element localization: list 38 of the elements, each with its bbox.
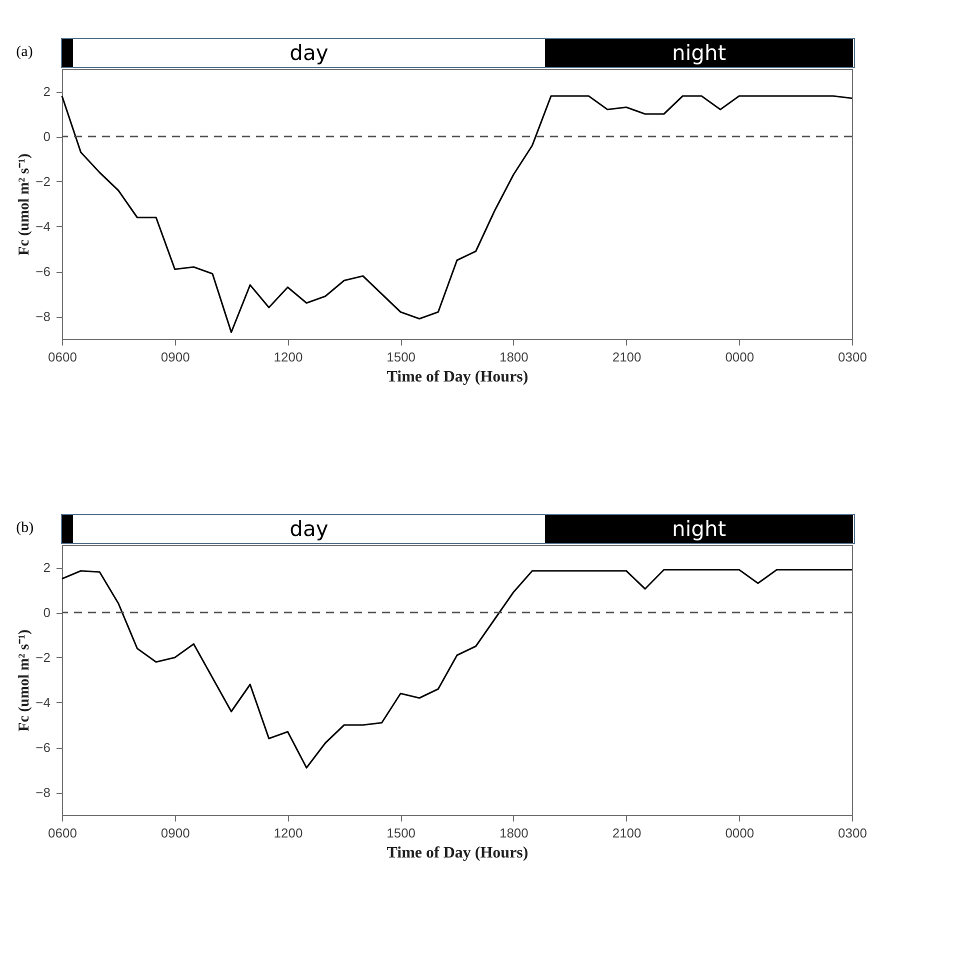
- x-tick-label: 0300: [838, 826, 867, 840]
- x-tick-label: 0000: [725, 826, 754, 840]
- y-tick-label: −6: [36, 740, 50, 755]
- y-tick-label: −4: [36, 219, 50, 234]
- y-tick-label: 0: [43, 129, 50, 144]
- x-axis-title: Time of Day (Hours): [386, 844, 528, 862]
- x-tick-label: 2100: [612, 826, 642, 840]
- y-tick-label: 2: [43, 84, 50, 99]
- y-tick-label: −2: [36, 174, 50, 189]
- x-tick-label: 0300: [838, 350, 867, 364]
- y-tick-label: 0: [43, 605, 50, 620]
- line-series: [61, 95, 853, 334]
- day-night-strip: day night: [60, 38, 854, 68]
- y-axis-title: Fc (umol m² s⁻¹): [16, 154, 33, 256]
- x-tick-label: 1500: [386, 350, 416, 364]
- x-tick-label: 0000: [725, 350, 754, 364]
- x-tick-label: 1800: [499, 350, 528, 364]
- x-tick-label: 1800: [499, 826, 528, 840]
- x-tick-label: 0900: [160, 826, 190, 840]
- x-tick-label: 1500: [386, 826, 416, 840]
- y-tick-label: −6: [36, 264, 50, 279]
- y-tick-label: 2: [43, 560, 50, 575]
- y-tick-label: −8: [36, 309, 50, 324]
- chart-title: (b): [16, 520, 34, 536]
- y-tick-label: −4: [36, 695, 50, 710]
- x-tick-label: 2100: [612, 350, 642, 364]
- line-series: [61, 568, 853, 769]
- y-axis-title: Fc (umol m² s⁻¹): [16, 630, 33, 732]
- x-tick-label: 1200: [274, 350, 303, 364]
- x-tick-label: 0600: [48, 350, 77, 364]
- x-tick-label: 0600: [48, 826, 77, 840]
- x-tick-label: 0900: [160, 350, 190, 364]
- y-tick-label: −8: [36, 785, 50, 800]
- x-axis-title: Time of Day (Hours): [386, 368, 528, 386]
- x-tick-label: 1200: [274, 826, 303, 840]
- chart-title: (a): [16, 44, 33, 60]
- y-tick-label: −2: [36, 650, 50, 665]
- day-night-strip: day night: [60, 514, 854, 544]
